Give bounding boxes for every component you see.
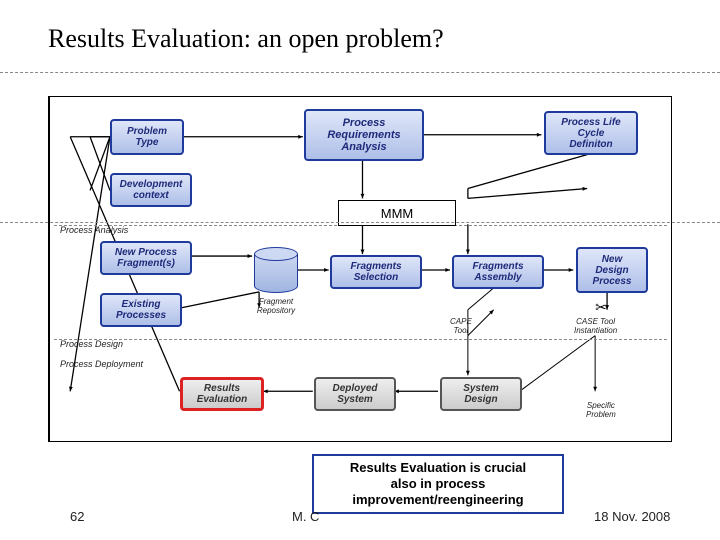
- box-existing: ExistingProcesses: [100, 293, 182, 327]
- footer-date: 18 Nov. 2008: [594, 509, 670, 524]
- box-deployed: DeployedSystem: [314, 377, 396, 411]
- box-dev-context: Developmentcontext: [110, 173, 192, 207]
- box-problem-type: ProblemType: [110, 119, 184, 155]
- cape-tool-label: CAPETool: [450, 317, 472, 335]
- fragment-repository-cylinder: [254, 247, 298, 293]
- box-new-frag: New ProcessFragment(s): [100, 241, 192, 275]
- box-new-proc: NewDesignProcess: [576, 247, 648, 293]
- footer-author: M. C: [292, 509, 319, 524]
- callout-note: Results Evaluation is crucialalso in pro…: [312, 454, 564, 514]
- case-tool-label: CASE ToolInstantiation: [574, 317, 617, 335]
- specific-problem-label: SpecificProblem: [586, 401, 616, 419]
- box-sys-design: SystemDesign: [440, 377, 522, 411]
- box-frag-asm: FragmentsAssembly: [452, 255, 544, 289]
- divider-0: [0, 72, 720, 73]
- box-results-eval: ResultsEvaluation: [180, 377, 264, 411]
- box-req-analysis: ProcessRequirementsAnalysis: [304, 109, 424, 161]
- divider-1: [0, 222, 720, 223]
- box-lifecycle: Process LifeCycleDefiniton: [544, 111, 638, 155]
- section-label-2: Process Deployment: [60, 359, 143, 369]
- section-label-0: Process Analysis: [60, 225, 128, 235]
- diagram-frame: ✂ Process Analysis Process Design Process …: [48, 96, 672, 442]
- section-label-1: Process Design: [60, 339, 123, 349]
- section-sep-1: [54, 339, 667, 340]
- svg-text:✂: ✂: [595, 301, 607, 316]
- box-frag-sel: FragmentsSelection: [330, 255, 422, 289]
- page-title: Results Evaluation: an open problem?: [48, 24, 444, 54]
- footer-page: 62: [70, 509, 84, 524]
- cylinder-label: FragmentRepository: [248, 297, 304, 315]
